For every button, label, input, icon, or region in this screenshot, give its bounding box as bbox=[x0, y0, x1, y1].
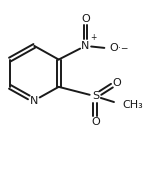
Text: CH₃: CH₃ bbox=[123, 100, 144, 110]
Text: O: O bbox=[81, 14, 90, 24]
Text: N: N bbox=[81, 41, 90, 51]
Text: S: S bbox=[92, 91, 99, 101]
Text: ·−: ·− bbox=[118, 44, 129, 53]
Text: O: O bbox=[91, 117, 100, 127]
Text: N: N bbox=[30, 95, 38, 105]
Text: O: O bbox=[110, 44, 119, 53]
Text: +: + bbox=[90, 33, 96, 42]
Text: O: O bbox=[112, 78, 121, 88]
